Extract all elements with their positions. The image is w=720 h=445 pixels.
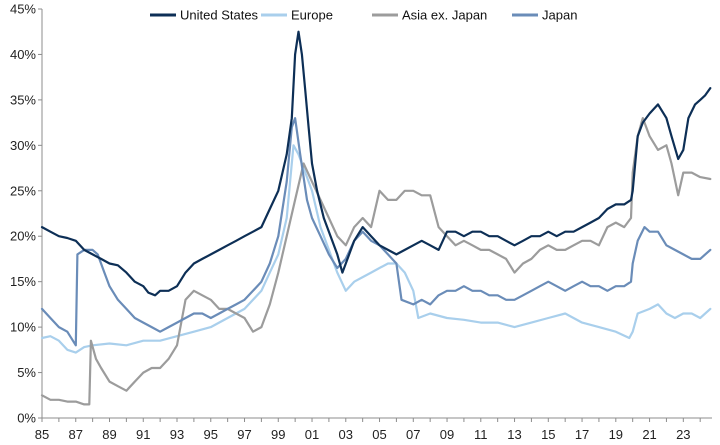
legend-item-europe: Europe — [261, 8, 333, 23]
x-tick-label: 03 — [339, 427, 353, 442]
legend-label: Asia ex. Japan — [402, 8, 487, 23]
y-tick-label: 35% — [10, 92, 36, 107]
y-tick-label: 10% — [10, 320, 36, 335]
x-tick-label: 21 — [642, 427, 656, 442]
x-tick-label: 91 — [136, 427, 150, 442]
x-axis: 85 87 89 91 93 95 97 99 01 03 05 07 09 11 13 15 17 19 21 23 — [35, 417, 712, 442]
x-tick-label: 97 — [237, 427, 251, 442]
y-tick-label: 25% — [10, 183, 36, 198]
x-tick-label: 23 — [676, 427, 690, 442]
legend-item-japan: Japan — [512, 8, 577, 23]
series-line-europe — [40, 144, 712, 354]
x-tick-label: 07 — [406, 427, 420, 442]
y-tick-label: 20% — [10, 229, 36, 244]
legend-item-asia-ex-japan: Asia ex. Japan — [372, 8, 487, 23]
series-line-united-states — [40, 30, 712, 297]
x-tick-label: 95 — [204, 427, 218, 442]
x-tick-label: 89 — [102, 427, 116, 442]
x-tick-label: 09 — [440, 427, 454, 442]
x-tick-label: 19 — [609, 427, 623, 442]
x-tick-label: 85 — [35, 427, 49, 442]
y-tick-label: 40% — [10, 47, 36, 62]
series-line-asia-ex-japan — [40, 117, 712, 406]
y-axis: 0% 5% 10% 15% 20% 25% 30% 35% 40% 45% — [10, 2, 43, 426]
x-tick-label: 01 — [305, 427, 319, 442]
x-tick-label: 87 — [69, 427, 83, 442]
x-tick-label: 15 — [541, 427, 555, 442]
series-line-japan — [40, 117, 712, 347]
y-tick-label: 0% — [17, 411, 36, 426]
x-tick-label: 93 — [170, 427, 184, 442]
legend: United States Europe Asia ex. Japan Japan — [150, 8, 577, 23]
legend-label: Japan — [542, 8, 577, 23]
legend-label: Europe — [291, 8, 333, 23]
x-tick-label: 13 — [507, 427, 521, 442]
y-tick-label: 5% — [17, 365, 36, 380]
y-tick-label: 30% — [10, 138, 36, 153]
x-tick-label: 11 — [474, 427, 488, 442]
y-tick-label: 45% — [10, 2, 36, 17]
x-tick-label: 17 — [575, 427, 589, 442]
x-tick-label: 05 — [372, 427, 386, 442]
series-layer — [40, 30, 712, 406]
legend-label: United States — [180, 8, 259, 23]
y-tick-label: 15% — [10, 274, 36, 289]
x-tick-label: 99 — [271, 427, 285, 442]
legend-item-united-states: United States — [150, 8, 259, 23]
